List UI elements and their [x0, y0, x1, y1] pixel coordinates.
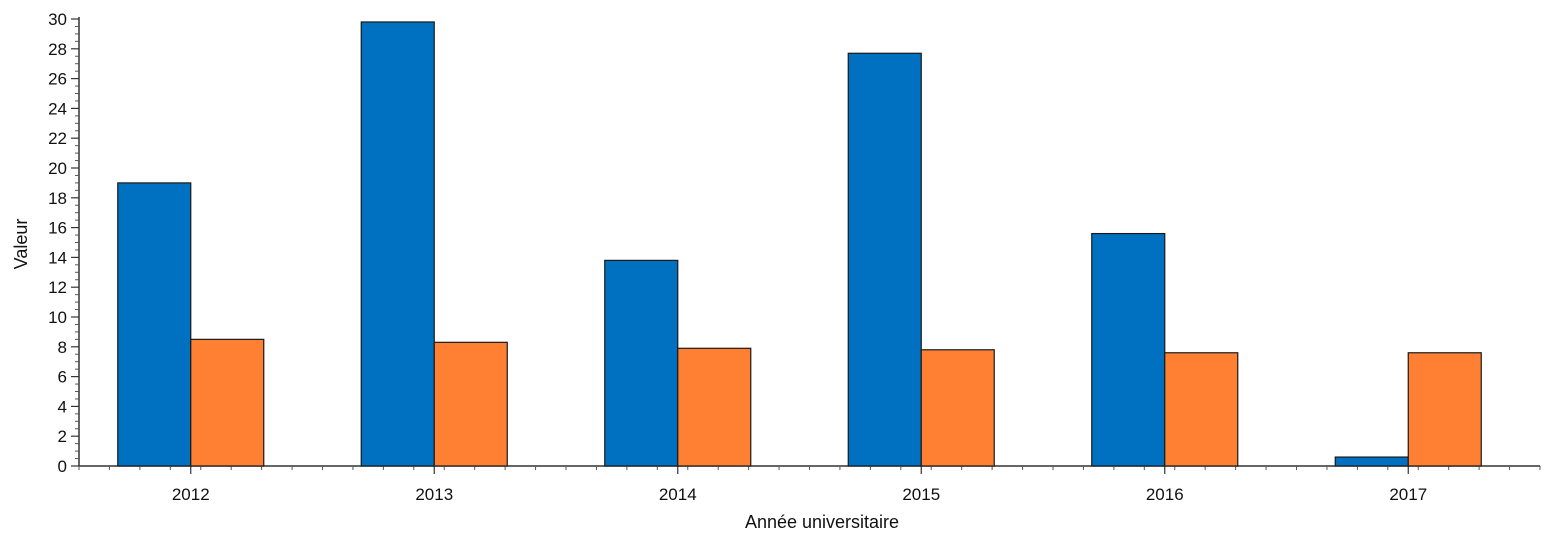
x-tick-label: 2013: [415, 485, 453, 504]
y-tick-label: 12: [48, 278, 67, 297]
y-tick-label: 0: [58, 457, 67, 476]
bars: [117, 21, 1482, 467]
x-tick-label: 2017: [1389, 485, 1427, 504]
bar: [360, 21, 435, 467]
y-tick-label: 8: [58, 338, 67, 357]
y-tick-label: 2: [58, 427, 67, 446]
x-tick-label: 2016: [1146, 485, 1184, 504]
y-tick-label: 24: [48, 99, 67, 118]
bar: [1164, 352, 1239, 467]
y-tick-label: 10: [48, 308, 67, 327]
bar: [920, 349, 995, 467]
y-tick-label: 14: [48, 248, 67, 267]
y-tick-label: 18: [48, 189, 67, 208]
y-tick-label: 26: [48, 70, 67, 89]
y-tick-label: 22: [48, 129, 67, 148]
y-tick-label: 6: [58, 368, 67, 387]
y-tick-label: 4: [58, 397, 67, 416]
x-tick-label: 2012: [172, 485, 210, 504]
bar: [1334, 456, 1409, 467]
y-tick-label: 28: [48, 40, 67, 59]
x-tick-label: 2014: [659, 485, 697, 504]
bar: [677, 347, 752, 467]
y-tick-label: 20: [48, 159, 67, 178]
bar: [117, 182, 192, 467]
bar: [433, 341, 508, 467]
x-tick-label: 2015: [902, 485, 940, 504]
x-axis: 2012 2013 2014 2015 2016 2017: [78, 465, 1541, 504]
bar: [190, 338, 265, 467]
y-axis-title: Valeur: [11, 219, 31, 270]
bar: [1407, 352, 1482, 467]
y-tick-label: 16: [48, 219, 67, 238]
bar: [604, 259, 679, 467]
bar: [847, 52, 922, 467]
bar: [1091, 232, 1166, 467]
x-axis-title: Année universitaire: [745, 512, 899, 532]
y-tick-label: 30: [48, 10, 67, 29]
